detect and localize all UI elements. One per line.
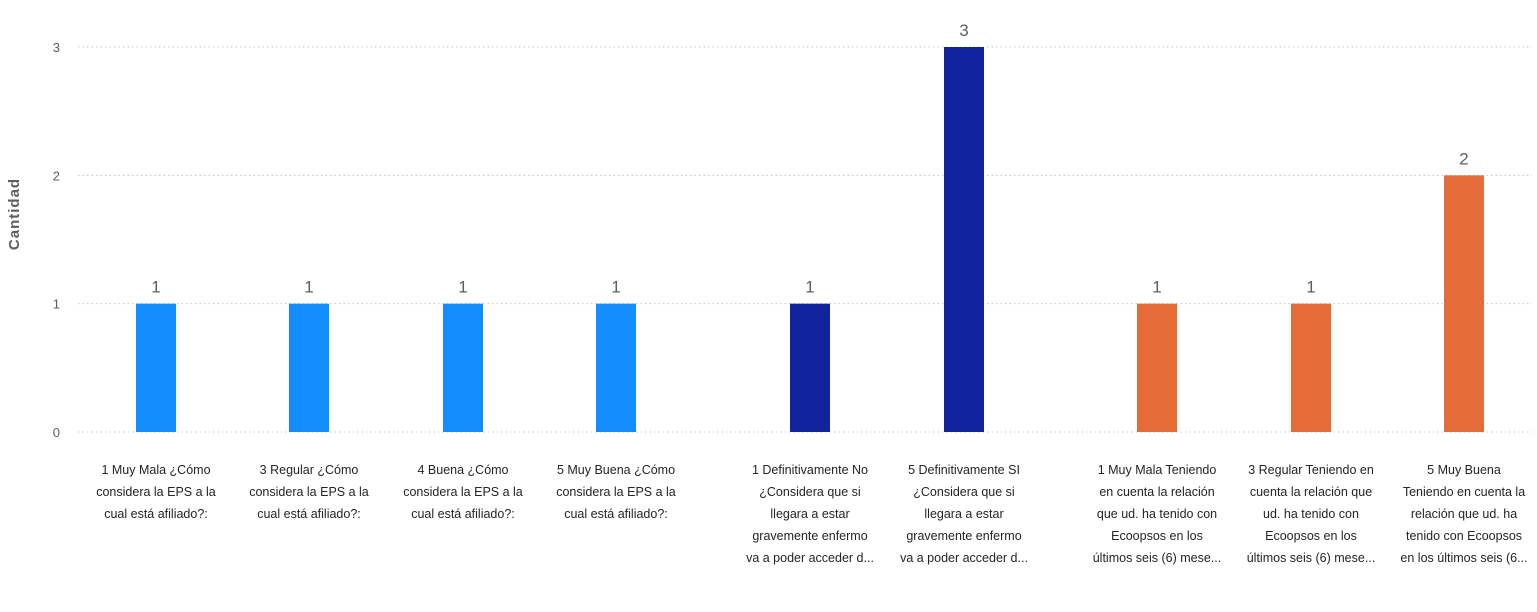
bar [1291, 303, 1331, 432]
x-tick-label: 1 Definitivamente No ¿Considera que si lle… [746, 463, 874, 565]
data-labels: 1 1 1 1 1 3 1 1 2 [151, 21, 1468, 297]
x-tick-label-line: 1 Definitivamente No [752, 463, 868, 477]
x-tick-label-line: tenido con Ecoopsos [1406, 529, 1522, 543]
x-tick-label-line: va a poder acceder d... [900, 551, 1028, 565]
bar [289, 303, 329, 432]
x-tick-label: 5 Muy Buena ¿Cómo considera la EPS a la cu… [556, 463, 676, 521]
x-tick-label: 4 Buena ¿Cómo considera la EPS a la cual e… [403, 463, 523, 521]
x-tick-label-line: 4 Buena ¿Cómo [417, 463, 508, 477]
y-tick-label: 0 [53, 425, 60, 440]
x-tick-label-line: considera la EPS a la [556, 485, 676, 499]
x-tick-label: 1 Muy Mala ¿Cómo considera la EPS a la cua… [96, 463, 216, 521]
x-tick-label: 1 Muy Mala Teniendo en cuenta la relación… [1093, 463, 1222, 565]
bar [443, 303, 483, 432]
x-tick-label-line: 5 Muy Buena ¿Cómo [557, 463, 675, 477]
x-tick-label-line: considera la EPS a la [249, 485, 369, 499]
x-tick-label: 3 Regular ¿Cómo considera la EPS a la cual… [249, 463, 369, 521]
x-tick-label-line: relación que ud. ha [1411, 507, 1517, 521]
x-tick-label-line: en cuenta la relación [1099, 485, 1214, 499]
y-tick-label: 1 [53, 297, 60, 312]
data-label: 1 [1306, 278, 1315, 297]
y-axis-ticks: 0 1 2 3 [53, 40, 60, 440]
x-tick-label-line: ¿Considera que si [913, 485, 1014, 499]
y-axis-title: Cantidad [6, 178, 23, 250]
x-tick-label-line: cual está afiliado?: [104, 507, 208, 521]
x-tick-label-line: 1 Muy Mala Teniendo [1098, 463, 1217, 477]
x-tick-label-line: gravemente enfermo [752, 529, 867, 543]
x-tick-label-line: Ecoopsos en los [1265, 529, 1357, 543]
x-tick-label-line: considera la EPS a la [96, 485, 216, 499]
data-label: 1 [151, 278, 160, 297]
data-label: 1 [805, 278, 814, 297]
x-tick-label: 5 Muy Buena Teniendo en cuenta la relación… [1400, 463, 1527, 565]
x-tick-label-line: cuenta la relación que [1250, 485, 1372, 499]
x-tick-label-line: llegara a estar [924, 507, 1003, 521]
x-tick-label-line: considera la EPS a la [403, 485, 523, 499]
x-tick-label-line: ¿Considera que si [759, 485, 860, 499]
x-tick-label-line: 5 Muy Buena [1427, 463, 1501, 477]
x-tick-label-line: cual está afiliado?: [411, 507, 515, 521]
x-tick-label-line: en los últimos seis (6... [1400, 551, 1527, 565]
bar [136, 303, 176, 432]
x-tick-label-line: 3 Regular Teniendo en [1248, 463, 1374, 477]
bar [944, 47, 984, 432]
bars [136, 47, 1484, 433]
y-tick-label: 2 [53, 168, 60, 183]
x-tick-label-line: Ecoopsos en los [1111, 529, 1203, 543]
x-tick-label-line: cual está afiliado?: [257, 507, 361, 521]
data-label: 1 [1152, 278, 1161, 297]
x-tick-label-line: gravemente enfermo [906, 529, 1021, 543]
bar [1137, 303, 1177, 432]
x-tick-label-line: ud. ha tenido con [1263, 507, 1359, 521]
data-label: 1 [304, 278, 313, 297]
x-axis-category-labels: 1 Muy Mala ¿Cómo considera la EPS a la cua… [96, 463, 1527, 565]
bar [1444, 175, 1484, 433]
x-tick-label: 5 Definitivamente SI ¿Considera que si lle… [900, 463, 1028, 565]
x-tick-label-line: Teniendo en cuenta la [1403, 485, 1525, 499]
bar [790, 303, 830, 432]
x-tick-label-line: llegara a estar [770, 507, 849, 521]
x-tick-label-line: 5 Definitivamente SI [908, 463, 1020, 477]
x-tick-label-line: últimos seis (6) mese... [1093, 551, 1222, 565]
x-tick-label-line: que ud. ha tenido con [1097, 507, 1217, 521]
y-tick-label: 3 [53, 40, 60, 55]
x-tick-label: 3 Regular Teniendo en cuenta la relación … [1247, 463, 1376, 565]
data-label: 3 [959, 21, 968, 40]
data-label: 1 [611, 278, 620, 297]
x-tick-label-line: 1 Muy Mala ¿Cómo [101, 463, 210, 477]
bar [596, 303, 636, 432]
data-label: 1 [458, 278, 467, 297]
gridlines [78, 46, 1532, 433]
x-tick-label-line: va a poder acceder d... [746, 551, 874, 565]
x-tick-label-line: cual está afiliado?: [564, 507, 668, 521]
x-tick-label-line: últimos seis (6) mese... [1247, 551, 1376, 565]
x-tick-label-line: 3 Regular ¿Cómo [260, 463, 359, 477]
data-label: 2 [1459, 149, 1468, 168]
